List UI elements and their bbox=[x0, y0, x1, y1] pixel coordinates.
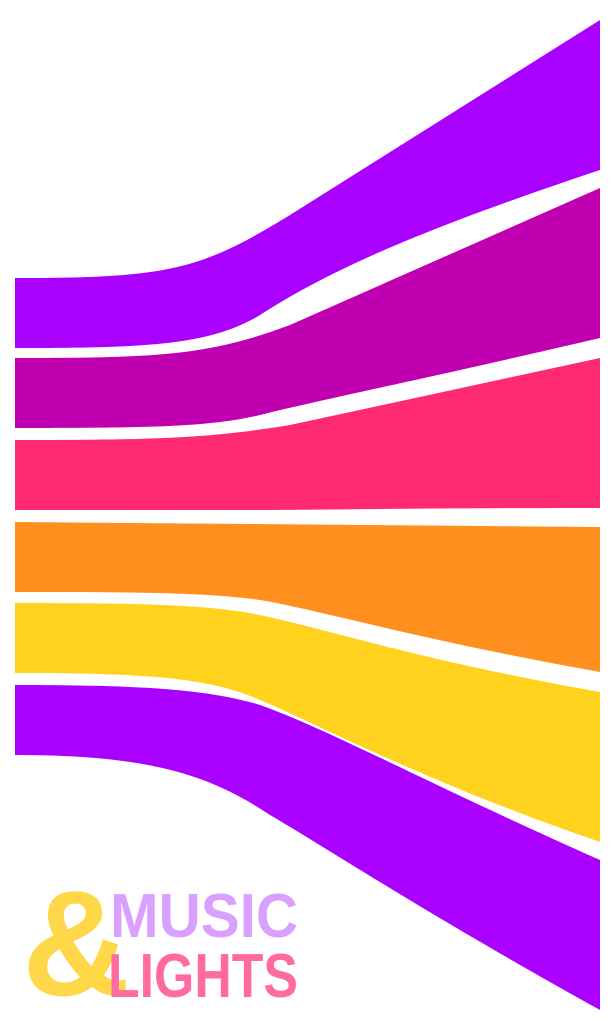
ampersand: & bbox=[22, 859, 130, 1018]
band-purple-top bbox=[15, 20, 600, 348]
band-yellow bbox=[15, 603, 600, 842]
logo-word-music: MUSIC bbox=[110, 882, 298, 951]
band-pink bbox=[15, 358, 600, 510]
band-purple-bottom bbox=[15, 685, 600, 1010]
band-orange bbox=[15, 522, 600, 672]
band-magenta bbox=[15, 188, 600, 428]
logo-word-lights: LIGHTS bbox=[108, 942, 298, 1011]
